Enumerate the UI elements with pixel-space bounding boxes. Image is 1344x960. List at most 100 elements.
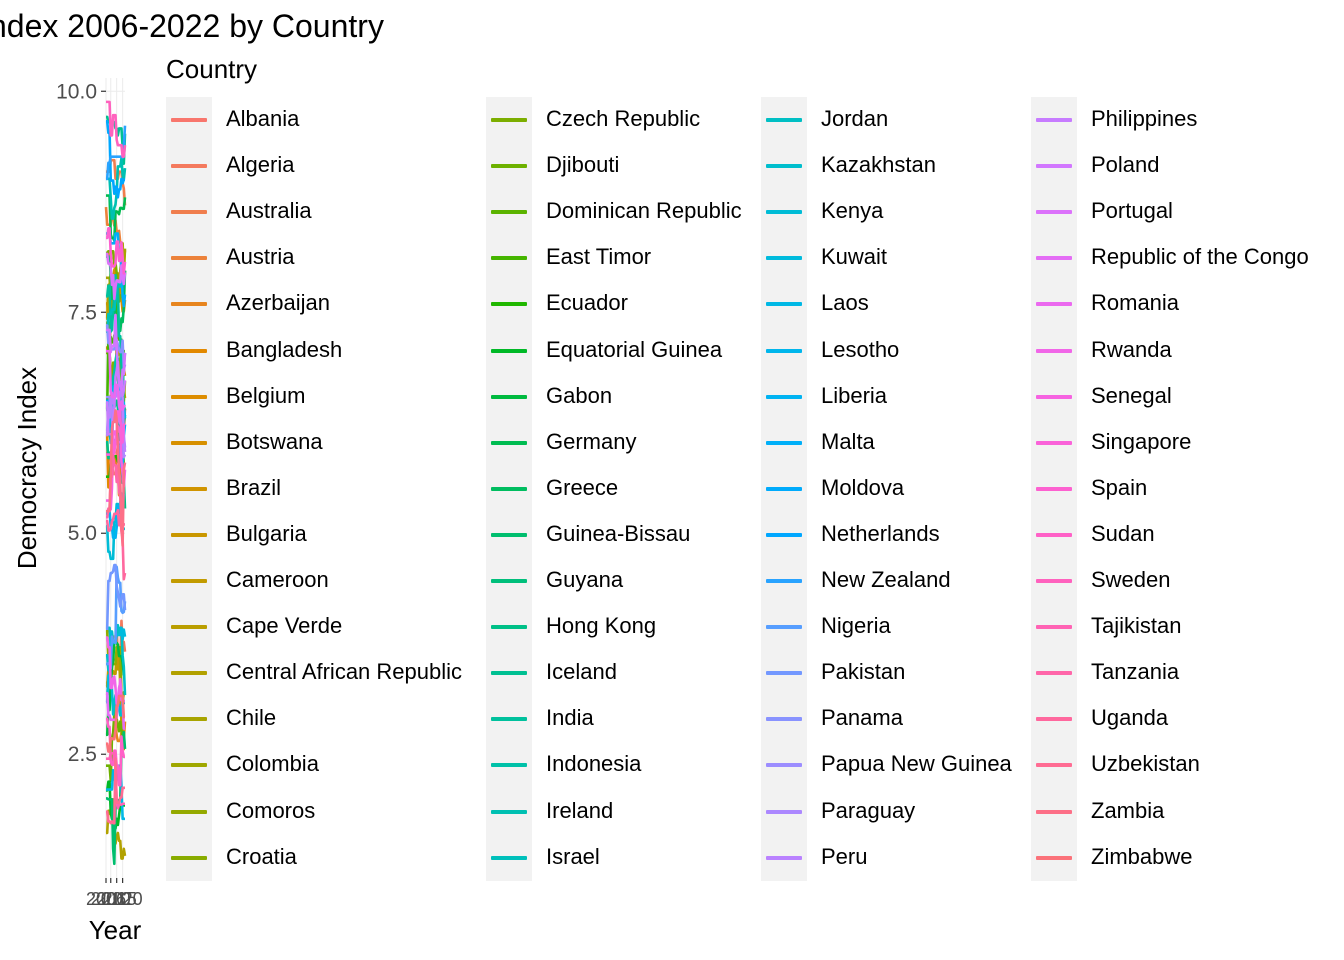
legend-key bbox=[171, 256, 207, 261]
legend-key bbox=[1036, 348, 1072, 353]
legend-key bbox=[491, 302, 527, 307]
series-line bbox=[105, 563, 127, 631]
legend-item: Singapore bbox=[1031, 420, 1344, 466]
series-line bbox=[105, 694, 126, 753]
legend-item: Bangladesh bbox=[166, 328, 506, 374]
legend-key bbox=[491, 394, 527, 399]
legend-label: India bbox=[546, 705, 594, 731]
series-line bbox=[105, 120, 126, 199]
legend-item: Gabon bbox=[486, 374, 826, 420]
legend-key bbox=[171, 210, 207, 215]
legend-item: Sudan bbox=[1031, 512, 1344, 558]
legend-item: Bulgaria bbox=[166, 512, 506, 558]
legend-key bbox=[766, 717, 802, 722]
legend-key bbox=[766, 164, 802, 169]
legend-label: Zimbabwe bbox=[1091, 843, 1193, 869]
legend-label: Panama bbox=[821, 705, 903, 731]
legend-label: Spain bbox=[1091, 474, 1148, 500]
legend-item: Laos bbox=[761, 281, 1101, 327]
legend-key bbox=[491, 440, 527, 445]
x-tick-label: 2020 bbox=[103, 889, 143, 909]
x-tick-label: 2015 bbox=[97, 889, 137, 909]
legend-item: Tajikistan bbox=[1031, 604, 1344, 650]
legend-label: Liberia bbox=[821, 382, 888, 408]
legend-label: Indonesia bbox=[546, 751, 642, 777]
legend-key bbox=[1036, 210, 1072, 215]
legend-label: Germany bbox=[546, 428, 637, 454]
legend-item: Cameroon bbox=[166, 558, 506, 604]
legend-item: Cape Verde bbox=[166, 604, 506, 650]
y-tick-label: 10.0 bbox=[56, 80, 97, 103]
legend-label: Bangladesh bbox=[226, 336, 343, 362]
series-line bbox=[105, 313, 127, 392]
series-line bbox=[105, 100, 127, 158]
legend-label: Azerbaijan bbox=[226, 290, 330, 316]
legend-item: Croatia bbox=[166, 835, 506, 881]
legend-label: New Zealand bbox=[821, 567, 951, 592]
legend-item: Australia bbox=[166, 189, 506, 235]
legend-key bbox=[766, 256, 802, 261]
series-line bbox=[105, 157, 127, 220]
legend-label: Brazil bbox=[226, 474, 282, 500]
legend-item: Kazakhstan bbox=[761, 143, 1101, 189]
legend-item: Portugal bbox=[1031, 189, 1344, 235]
legend-key bbox=[491, 855, 527, 860]
legend-label: Pakistan bbox=[821, 659, 906, 685]
legend-label: Austria bbox=[226, 244, 295, 270]
legend-key bbox=[1036, 164, 1072, 169]
legend-item: Austria bbox=[166, 235, 506, 281]
legend-label: Peru bbox=[821, 843, 868, 869]
legend-key bbox=[1036, 579, 1072, 583]
legend-item: Israel bbox=[486, 835, 826, 881]
legend-key bbox=[766, 532, 802, 537]
legend-item: Rwanda bbox=[1031, 328, 1344, 374]
legend-label: Laos bbox=[821, 290, 869, 316]
series-line bbox=[105, 409, 127, 547]
series-line bbox=[105, 252, 127, 301]
legend-item: Guinea-Bissau bbox=[486, 512, 826, 558]
legend-key bbox=[766, 855, 802, 860]
legend-item: Pakistan bbox=[761, 650, 1101, 696]
legend-item: Algeria bbox=[166, 143, 506, 189]
legend-label: Kuwait bbox=[821, 244, 888, 270]
legend-label: Central African Republic bbox=[226, 659, 463, 685]
legend-label: Cape Verde bbox=[226, 613, 343, 639]
legend-item: Liberia bbox=[761, 374, 1101, 420]
legend-item: Greece bbox=[486, 466, 826, 512]
legend-item: Tanzania bbox=[1031, 650, 1344, 696]
legend-key bbox=[1036, 302, 1072, 307]
legend-item: Hong Kong bbox=[486, 604, 826, 650]
legend-key bbox=[491, 532, 527, 537]
legend-label: Gabon bbox=[546, 382, 613, 408]
legend-item: New Zealand bbox=[761, 558, 1101, 604]
series-line bbox=[105, 226, 127, 275]
legend-key bbox=[766, 394, 802, 399]
legend-key bbox=[1036, 532, 1072, 537]
series-line bbox=[105, 409, 126, 457]
legend-item: Kuwait bbox=[761, 235, 1101, 281]
legend-label: Uganda bbox=[1091, 705, 1169, 731]
chart-title: ndex 2006-2022 by Country bbox=[0, 8, 384, 44]
legend-key bbox=[491, 717, 527, 722]
legend-key bbox=[1036, 809, 1072, 814]
legend-label: Sweden bbox=[1091, 567, 1171, 592]
legend-key bbox=[491, 348, 527, 353]
legend-key bbox=[491, 763, 527, 768]
legend-key bbox=[766, 118, 802, 122]
legend-label: Papua New Guinea bbox=[821, 751, 1012, 777]
legend-item: Central African Republic bbox=[166, 650, 506, 696]
y-tick-label: 7.5 bbox=[68, 301, 97, 324]
legend-item: Indonesia bbox=[486, 742, 826, 788]
x-tick-label: 2006 bbox=[86, 889, 126, 909]
legend-item: Nigeria bbox=[761, 604, 1101, 650]
legend-key bbox=[1036, 855, 1072, 860]
legend-item: Uganda bbox=[1031, 696, 1344, 742]
legend-item: Guyana bbox=[486, 558, 826, 604]
legend-item: Zimbabwe bbox=[1031, 835, 1344, 881]
legend-key bbox=[171, 486, 207, 491]
legend-key bbox=[1036, 256, 1072, 261]
legend-item: Equatorial Guinea bbox=[486, 328, 826, 374]
legend-label: Lesotho bbox=[821, 336, 900, 362]
legend-key bbox=[491, 625, 527, 630]
